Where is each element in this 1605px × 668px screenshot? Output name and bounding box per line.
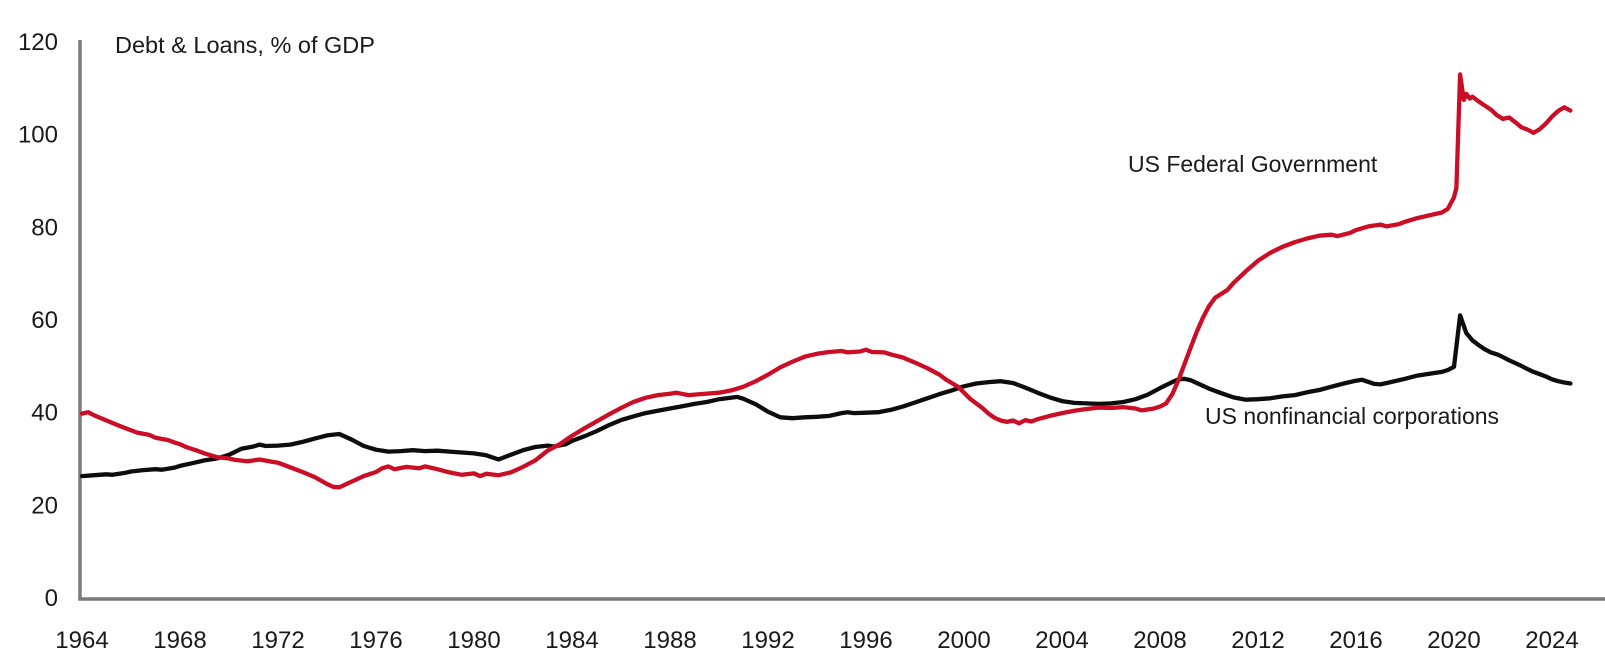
x-tick-label: 2008 xyxy=(1133,627,1186,654)
series-label-nonfinancial-corporations: US nonfinancial corporations xyxy=(1205,403,1499,429)
series-line-nonfinancial-corporations xyxy=(79,313,1573,479)
x-tick-label: 2020 xyxy=(1427,627,1480,654)
y-tick-label: 120 xyxy=(18,29,58,56)
y-tick-label: 60 xyxy=(31,307,58,334)
x-tick-label: 1992 xyxy=(741,627,794,654)
x-tick-label: 1988 xyxy=(643,627,696,654)
x-tick-label: 2004 xyxy=(1035,627,1088,654)
y-tick-label: 100 xyxy=(18,122,58,149)
series-lines xyxy=(79,72,1573,490)
y-tick-label: 0 xyxy=(45,585,58,612)
series-label-federal-government: US Federal Government xyxy=(1128,151,1378,177)
y-tick-label: 40 xyxy=(31,400,58,427)
x-tick-label: 1980 xyxy=(447,627,500,654)
series-line-federal-government xyxy=(79,72,1573,490)
x-tick-label: 1964 xyxy=(55,627,108,654)
y-tick-label: 20 xyxy=(31,492,58,519)
y-tick-label: 80 xyxy=(31,214,58,241)
y-axis-tick-labels: 0 20 40 60 80 100 120 xyxy=(18,29,58,612)
x-tick-label: 2000 xyxy=(937,627,990,654)
x-tick-label: 2016 xyxy=(1329,627,1382,654)
x-tick-label: 1984 xyxy=(545,627,598,654)
x-tick-label: 1996 xyxy=(839,627,892,654)
x-tick-label: 2024 xyxy=(1525,627,1578,654)
x-tick-label: 1972 xyxy=(251,627,304,654)
x-tick-label: 1968 xyxy=(153,627,206,654)
chart-title: Debt & Loans, % of GDP xyxy=(115,32,375,58)
x-tick-label: 2012 xyxy=(1231,627,1284,654)
x-tick-label: 1976 xyxy=(349,627,402,654)
x-axis-tick-labels: 1964 1968 1972 1976 1980 1984 1988 1992 1996 2000… xyxy=(55,627,1578,654)
